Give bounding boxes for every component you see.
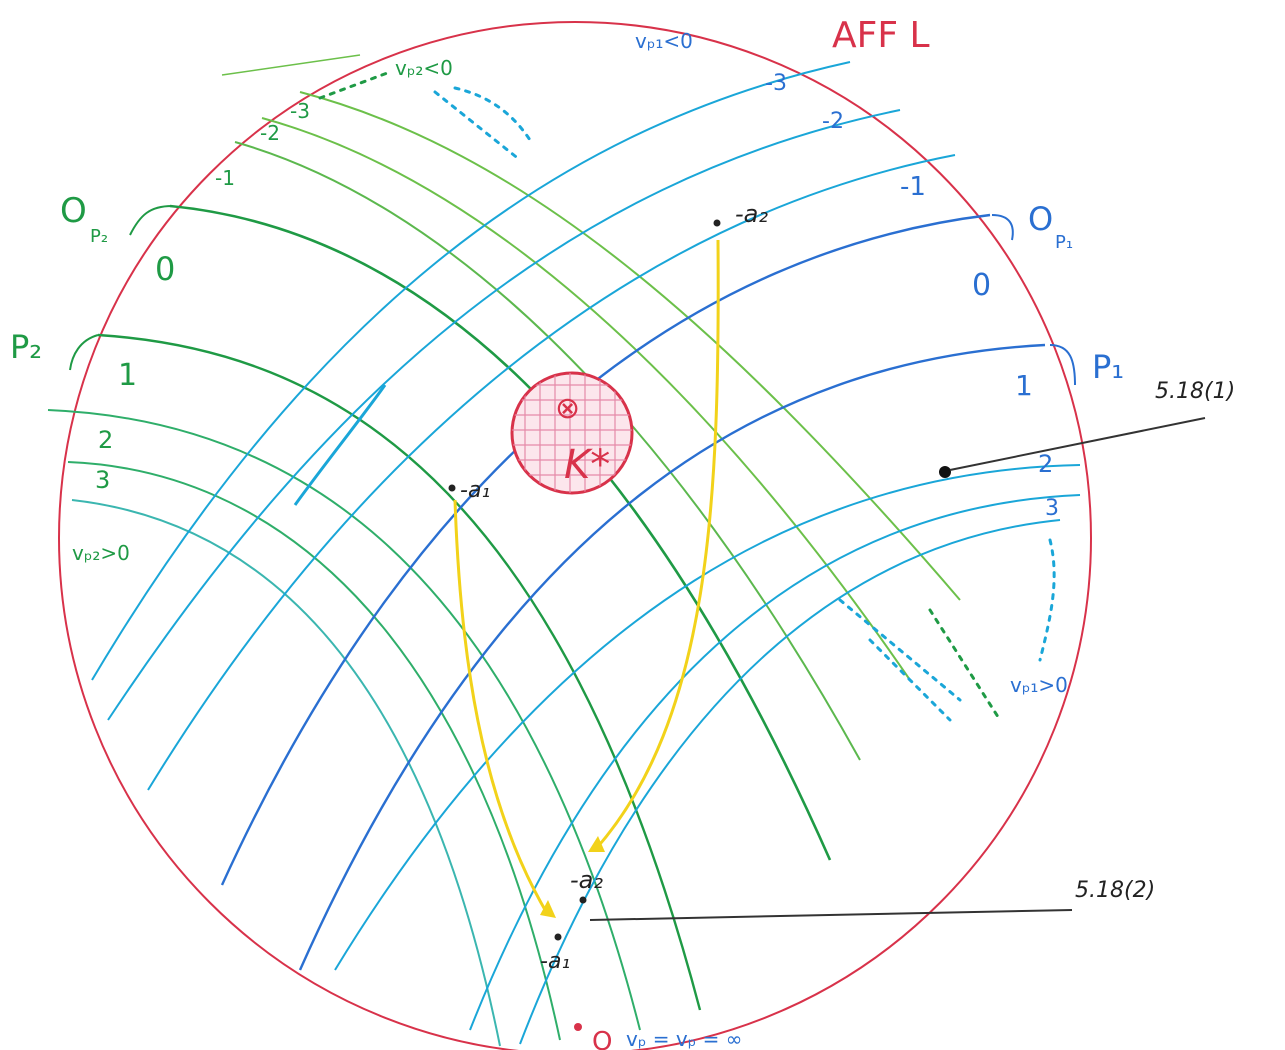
p2-level-1: 1 (118, 358, 137, 393)
p1-neg-note: vₚ₁<0 (635, 29, 693, 53)
bottom-note: vₚ = vₚ = ∞ (626, 1027, 742, 1050)
p2-curve-2 (47, 409, 641, 1031)
label-neg-a1: -a₁ (460, 478, 490, 503)
p1-curve-3b (519, 519, 1061, 1045)
k-star-disc (510, 371, 634, 495)
dash-right-1 (1038, 538, 1056, 662)
p2-label: P₂ (10, 328, 42, 366)
p2-arrow (69, 334, 99, 371)
p2-curve--2 (261, 117, 911, 681)
p1-level--1: -1 (900, 172, 926, 202)
p1-curve--1b (147, 154, 956, 791)
p1-zero: 0 (972, 268, 991, 303)
p2-curve--1 (234, 141, 861, 761)
point-neg-a1 (448, 484, 456, 492)
p2-pos-note: vₚ₂>0 (72, 541, 130, 565)
yellow-arrows (453, 239, 720, 916)
p2-level-3: 3 (95, 466, 110, 494)
p2-level--2: -2 (260, 121, 280, 145)
stray-stroke (293, 384, 387, 506)
label-lower-a1: -a₁ (540, 949, 570, 974)
op2-arrow (129, 205, 173, 236)
arrow-a1 (453, 499, 550, 916)
label-neg-a2: -a₂ (735, 200, 768, 228)
label-lower-a2: -a₂ (570, 866, 603, 894)
arrow-a1-head (540, 900, 556, 918)
p1-arrow (1049, 344, 1076, 386)
boundary-circle (58, 21, 1092, 1050)
dash-top-cyan (433, 90, 522, 162)
p2-curve-1 (97, 333, 702, 1011)
p1-light-curves (91, 61, 1081, 1045)
dash-top-green (318, 70, 392, 100)
p2-curve-4 (71, 499, 501, 1047)
k-star-label: K* (564, 442, 610, 488)
arrow-a2-head (588, 836, 605, 852)
p2-level-2: 2 (98, 426, 113, 454)
p1-label: P₁ (1092, 348, 1124, 386)
title: AFF L (832, 15, 930, 56)
bottom-o-label: O (592, 1027, 612, 1050)
top-left-stroke (221, 54, 361, 76)
k-star-symbol: ⊗ (555, 391, 580, 426)
p1-level--3: -3 (765, 71, 787, 96)
point-ref1 (939, 466, 951, 478)
p2-curve-3 (67, 461, 561, 1041)
p1-curve-0 (220, 213, 991, 886)
p2-level--1: -1 (215, 166, 235, 190)
p2-curve--3 (299, 91, 961, 601)
op1-arrow (991, 214, 1014, 241)
p1-curve-3 (469, 494, 1081, 1031)
p2-level--3: -3 (290, 99, 310, 123)
dash-right-4 (928, 608, 1002, 722)
ref1-label: 5.18(1) (1155, 379, 1235, 404)
dash-top-cyan-2 (453, 86, 532, 142)
arrow-a2 (593, 239, 720, 851)
dash-right-3 (868, 638, 952, 722)
p1-origin-sub: P₁ (1055, 232, 1073, 253)
p1-level--2: -2 (822, 109, 844, 134)
p1-level-1: 1 (1015, 369, 1033, 402)
p1-curve--3 (91, 61, 851, 681)
p2-origin-sub: P₂ (90, 226, 108, 247)
point-bottom-o (574, 1023, 582, 1031)
dashed-indicators (318, 70, 1056, 722)
point-neg-a2 (713, 219, 721, 227)
p2-curve-0 (169, 204, 832, 861)
ref2-leader (589, 909, 1073, 921)
p2-neg-note: vₚ₂<0 (395, 56, 453, 80)
ref1-leader (949, 417, 1206, 471)
p1-pos-note: vₚ₁>0 (1010, 673, 1068, 697)
point-lower-a2 (579, 896, 587, 904)
p1-origin-label: O (1028, 200, 1053, 238)
p2-origin-label: O (60, 191, 87, 231)
p2-family-curves (47, 91, 961, 1047)
p1-level-3: 3 (1045, 496, 1059, 521)
dash-right-2 (838, 598, 962, 702)
p2-zero: 0 (155, 250, 175, 288)
ref2-label: 5.18(2) (1075, 878, 1155, 903)
p1-curve--2 (107, 109, 901, 721)
p1-curve-2 (334, 464, 1081, 971)
point-lower-a1 (554, 933, 562, 941)
p1-blue-curves (220, 213, 1046, 971)
p1-level-2: 2 (1038, 450, 1053, 478)
p1-curve-1 (298, 343, 1046, 971)
